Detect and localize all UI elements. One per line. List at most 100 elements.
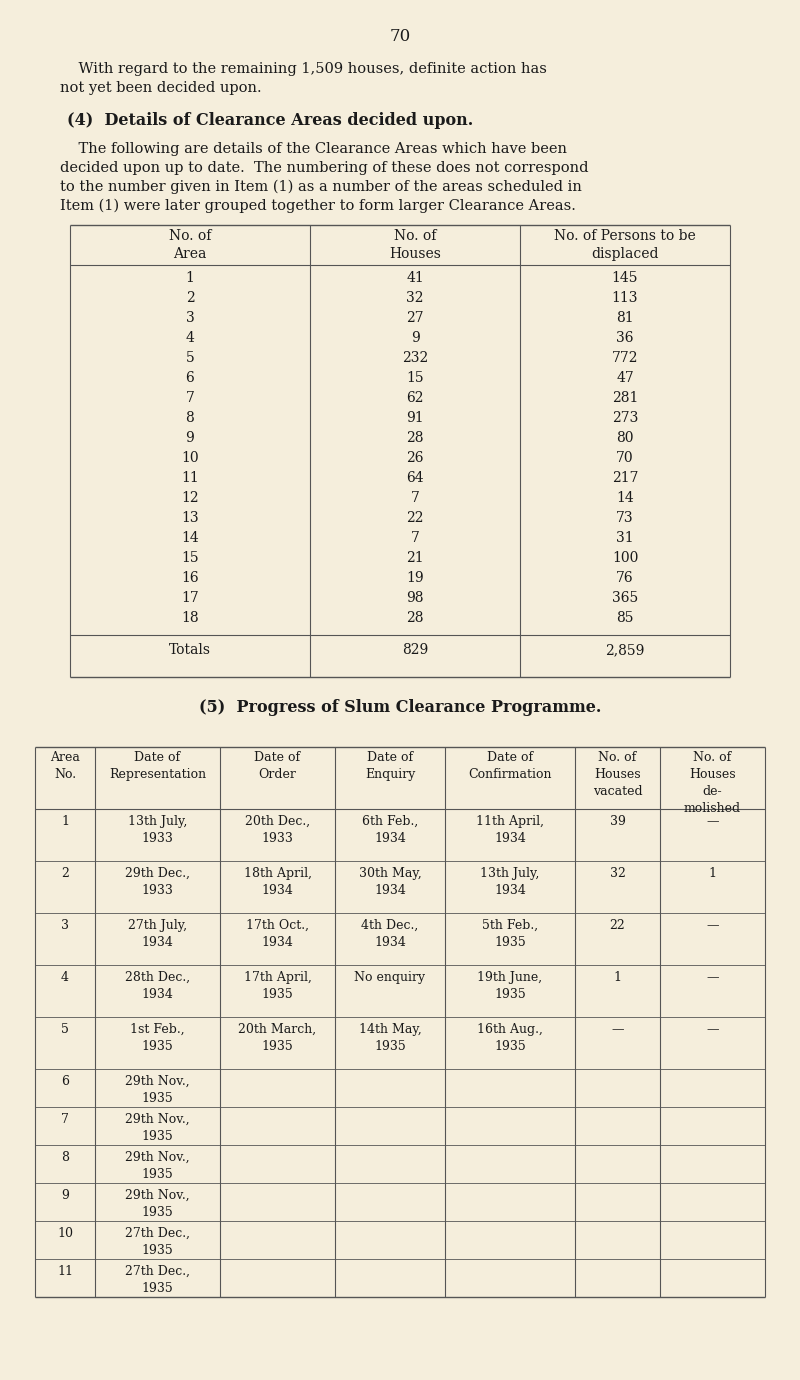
Text: 8: 8 bbox=[186, 411, 194, 425]
Text: —: — bbox=[706, 1023, 718, 1036]
Text: 4: 4 bbox=[186, 331, 194, 345]
Text: 27: 27 bbox=[406, 310, 424, 326]
Text: 29th Nov.,
1935: 29th Nov., 1935 bbox=[125, 1075, 190, 1105]
Text: 2,859: 2,859 bbox=[606, 643, 645, 657]
Text: 29th Dec.,
1933: 29th Dec., 1933 bbox=[125, 867, 190, 897]
Text: 29th Nov.,
1935: 29th Nov., 1935 bbox=[125, 1190, 190, 1219]
Text: 7: 7 bbox=[61, 1114, 69, 1126]
Text: 28: 28 bbox=[406, 431, 424, 444]
Text: 17: 17 bbox=[181, 591, 199, 604]
Text: 365: 365 bbox=[612, 591, 638, 604]
Text: 15: 15 bbox=[181, 551, 199, 564]
Text: 9: 9 bbox=[186, 431, 194, 444]
Text: 28: 28 bbox=[406, 611, 424, 625]
Text: 5: 5 bbox=[186, 351, 194, 364]
Text: 18: 18 bbox=[181, 611, 199, 625]
Text: 6th Feb.,
1934: 6th Feb., 1934 bbox=[362, 816, 418, 845]
Text: 4: 4 bbox=[61, 972, 69, 984]
Text: —: — bbox=[706, 919, 718, 932]
Text: 15: 15 bbox=[406, 371, 424, 385]
Text: 217: 217 bbox=[612, 471, 638, 484]
Text: 1: 1 bbox=[709, 867, 717, 880]
Text: 13th July,
1934: 13th July, 1934 bbox=[480, 867, 540, 897]
Text: 145: 145 bbox=[612, 270, 638, 286]
Text: 8: 8 bbox=[61, 1151, 69, 1163]
Text: 26: 26 bbox=[406, 451, 424, 465]
Text: 21: 21 bbox=[406, 551, 424, 564]
Text: 47: 47 bbox=[616, 371, 634, 385]
Text: 7: 7 bbox=[410, 491, 419, 505]
Text: 80: 80 bbox=[616, 431, 634, 444]
Text: Date of
Order: Date of Order bbox=[254, 751, 301, 781]
Text: 10: 10 bbox=[181, 451, 199, 465]
Text: Area
No.: Area No. bbox=[50, 751, 80, 781]
Text: to the number given in Item (1) as a number of the areas scheduled in: to the number given in Item (1) as a num… bbox=[60, 179, 582, 195]
Text: 91: 91 bbox=[406, 411, 424, 425]
Text: 73: 73 bbox=[616, 511, 634, 524]
Text: 6: 6 bbox=[61, 1075, 69, 1087]
Text: 27th July,
1934: 27th July, 1934 bbox=[128, 919, 187, 949]
Text: 76: 76 bbox=[616, 571, 634, 585]
Text: decided upon up to date.  The numbering of these does not correspond: decided upon up to date. The numbering o… bbox=[60, 161, 589, 175]
Text: 32: 32 bbox=[610, 867, 626, 880]
Text: 281: 281 bbox=[612, 391, 638, 404]
Text: 2: 2 bbox=[186, 291, 194, 305]
Text: 20th Dec.,
1933: 20th Dec., 1933 bbox=[245, 816, 310, 845]
Text: 10: 10 bbox=[57, 1227, 73, 1241]
Text: 13: 13 bbox=[181, 511, 199, 524]
Text: 772: 772 bbox=[612, 351, 638, 364]
Text: 5: 5 bbox=[61, 1023, 69, 1036]
Text: 29th Nov.,
1935: 29th Nov., 1935 bbox=[125, 1114, 190, 1143]
Text: 11: 11 bbox=[181, 471, 199, 484]
Text: 14th May,
1935: 14th May, 1935 bbox=[358, 1023, 422, 1053]
Text: 64: 64 bbox=[406, 471, 424, 484]
Text: 32: 32 bbox=[406, 291, 424, 305]
Text: 17th Oct.,
1934: 17th Oct., 1934 bbox=[246, 919, 309, 949]
Text: —: — bbox=[611, 1023, 624, 1036]
Text: 11th April,
1934: 11th April, 1934 bbox=[476, 816, 544, 845]
Text: 70: 70 bbox=[390, 28, 410, 46]
Text: No. of
Houses
de-
molished: No. of Houses de- molished bbox=[684, 751, 741, 816]
Text: 27th Dec.,
1935: 27th Dec., 1935 bbox=[125, 1265, 190, 1294]
Text: 1st Feb.,
1935: 1st Feb., 1935 bbox=[130, 1023, 185, 1053]
Text: No enquiry: No enquiry bbox=[354, 972, 426, 984]
Text: 85: 85 bbox=[616, 611, 634, 625]
Text: 829: 829 bbox=[402, 643, 428, 657]
Text: No. of Persons to be
displaced: No. of Persons to be displaced bbox=[554, 229, 696, 261]
Text: 22: 22 bbox=[610, 919, 626, 932]
Text: 14: 14 bbox=[616, 491, 634, 505]
Text: (4)  Details of Clearance Areas decided upon.: (4) Details of Clearance Areas decided u… bbox=[67, 112, 473, 128]
Text: 16th Aug.,
1935: 16th Aug., 1935 bbox=[477, 1023, 543, 1053]
Text: 16: 16 bbox=[181, 571, 199, 585]
Text: —: — bbox=[706, 972, 718, 984]
Text: 18th April,
1934: 18th April, 1934 bbox=[243, 867, 311, 897]
Text: 6: 6 bbox=[186, 371, 194, 385]
Text: Item (1) were later grouped together to form larger Clearance Areas.: Item (1) were later grouped together to … bbox=[60, 199, 576, 214]
Text: 3: 3 bbox=[61, 919, 69, 932]
Text: 3: 3 bbox=[186, 310, 194, 326]
Text: 39: 39 bbox=[610, 816, 626, 828]
Text: (5)  Progress of Slum Clearance Programme.: (5) Progress of Slum Clearance Programme… bbox=[199, 700, 601, 716]
Text: 13th July,
1933: 13th July, 1933 bbox=[128, 816, 187, 845]
Text: 27th Dec.,
1935: 27th Dec., 1935 bbox=[125, 1227, 190, 1257]
Text: 28th Dec.,
1934: 28th Dec., 1934 bbox=[125, 972, 190, 1000]
Text: 232: 232 bbox=[402, 351, 428, 364]
Text: 11: 11 bbox=[57, 1265, 73, 1278]
Text: 273: 273 bbox=[612, 411, 638, 425]
Text: 14: 14 bbox=[181, 531, 199, 545]
Text: 100: 100 bbox=[612, 551, 638, 564]
Text: not yet been decided upon.: not yet been decided upon. bbox=[60, 81, 262, 95]
Text: 5th Feb.,
1935: 5th Feb., 1935 bbox=[482, 919, 538, 949]
Text: 1: 1 bbox=[61, 816, 69, 828]
Text: Date of
Enquiry: Date of Enquiry bbox=[365, 751, 415, 781]
Text: 17th April,
1935: 17th April, 1935 bbox=[243, 972, 311, 1000]
Text: 113: 113 bbox=[612, 291, 638, 305]
Text: 7: 7 bbox=[186, 391, 194, 404]
Text: 41: 41 bbox=[406, 270, 424, 286]
Text: No. of
Houses
vacated: No. of Houses vacated bbox=[593, 751, 642, 798]
Text: 12: 12 bbox=[181, 491, 199, 505]
Text: The following are details of the Clearance Areas which have been: The following are details of the Clearan… bbox=[60, 142, 567, 156]
Text: 9: 9 bbox=[410, 331, 419, 345]
Text: 7: 7 bbox=[410, 531, 419, 545]
Text: Date of
Confirmation: Date of Confirmation bbox=[468, 751, 552, 781]
